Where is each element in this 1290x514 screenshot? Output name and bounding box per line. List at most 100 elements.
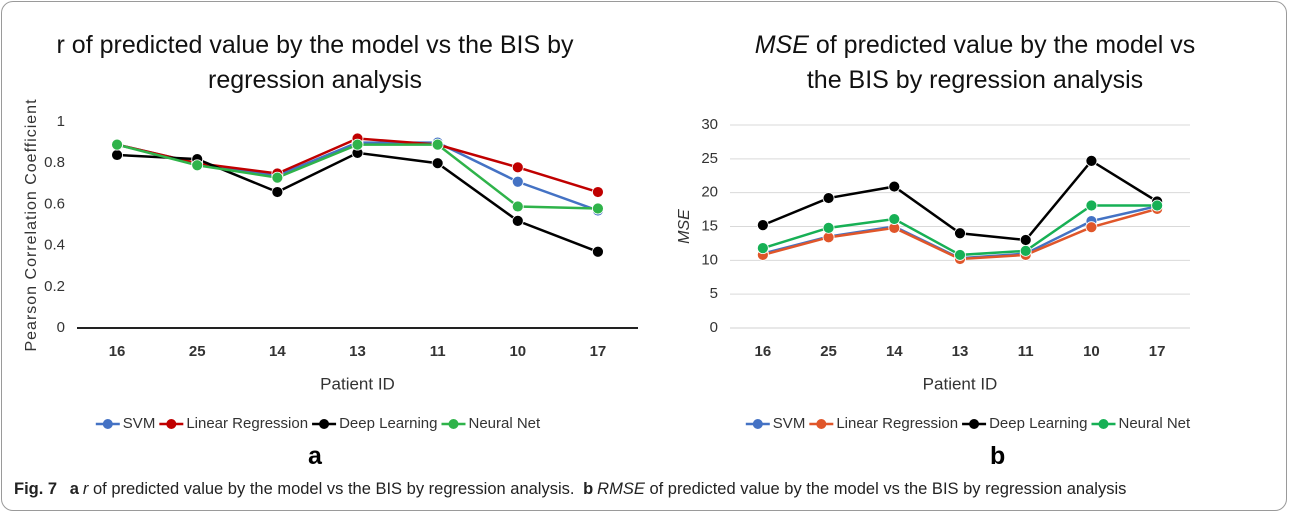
caption-item: b RMSE of predicted value by the model vs… [583,480,1126,498]
data-point [756,219,769,232]
legend-item: Linear Regression [159,415,308,432]
chart: 0 0.2 0.4 0.6 0.8 1 16 25 14 13 11 10 17 Patient ID Pe… [23,98,638,432]
data-point [511,214,524,227]
data-point [888,213,901,225]
data-point [431,157,444,170]
y-tick-label: 0.8 [44,154,65,171]
data-point [1019,234,1032,246]
data-point [511,161,524,174]
legend-marker [1098,419,1109,429]
title-symbol: r [56,31,65,59]
data-point [954,249,966,261]
data-point [1085,221,1098,234]
x-tick-label: 17 [1149,343,1166,360]
y-tick-label: 25 [701,150,718,167]
y-tick-label: 20 [701,184,718,201]
x-tick-label: 25 [820,343,837,360]
legend: SVM Linear Regression Deep Learning Neural … [745,415,1191,432]
data-point [954,227,966,240]
data-point [1019,244,1032,257]
y-tick-label: 30 [701,116,718,133]
x-tick-label: 10 [1083,343,1100,360]
legend-marker [969,419,980,429]
caption-letter: b [583,480,594,498]
legend-marker [102,419,113,429]
x-axis-label: Patient ID [923,374,998,393]
x-axis-label: Patient ID [320,374,395,393]
legend-item: Linear Regression [809,415,958,432]
x-tick-label: 25 [189,343,206,360]
series-line [117,151,599,253]
legend-label: Deep Learning [339,415,437,432]
legend-item: Deep Learning [312,415,437,432]
legend-marker [166,419,177,429]
x-tick-label: 17 [590,343,607,360]
legend-item: Neural Net [1091,415,1191,432]
legend-item: SVM [95,415,155,432]
legend-marker [448,419,459,429]
legend-marker [752,419,763,429]
chart-title: MSE of predicted value by the model vs t… [740,28,1210,98]
data-point [592,186,604,198]
legend-label: Linear Regression [836,415,958,432]
title-symbol: MSE [754,31,809,59]
data-point [1151,199,1164,212]
panel-label: a [308,442,322,470]
data-point [191,159,204,172]
caption-text: of predicted value by the model vs the B… [92,480,575,498]
caption-text: of predicted value by the model vs the B… [649,480,1127,498]
data-point [271,171,284,184]
y-tick-label: 0 [710,319,718,336]
data-point [511,175,524,188]
caption-symbol: r [82,480,89,498]
legend-marker [816,419,827,429]
x-tick-label: 11 [430,343,446,360]
legend-item: Neural Net [441,415,541,432]
data-point [111,138,123,151]
legend-label: Neural Net [1118,415,1191,432]
legend: SVM Linear Regression Deep Learning Neural … [95,415,541,432]
y-tick-label: 5 [710,285,718,302]
data-point [592,245,604,258]
legend-label: Linear Regression [186,415,308,432]
data-point [822,221,835,234]
x-tick-label: 16 [109,343,126,360]
x-tick-label: 13 [349,343,366,360]
x-tick-label: 11 [1018,343,1034,360]
x-tick-label: 14 [886,343,903,360]
x-tick-label: 14 [269,343,286,360]
title-text: of predicted value by the model vs the B… [806,31,1196,94]
y-tick-label: 1 [57,113,65,130]
data-point [271,186,284,198]
y-axis-label: Pearson Correlation Coefficient [23,98,40,351]
y-tick-label: 0 [57,319,65,336]
legend-label: Neural Net [468,415,541,432]
caption-letter: a [69,480,79,498]
chart: 0 5 10 15 20 25 30 16 25 14 13 11 10 17 Patient ID MSE S… [676,116,1191,432]
data-point [111,149,123,161]
data-point [1085,154,1098,167]
data-point [511,200,524,213]
data-point [756,242,769,255]
caption-symbol: RMSE [597,480,645,498]
data-point [431,138,444,151]
data-point [351,138,364,151]
y-tick-label: 0.6 [44,195,65,212]
legend-item: SVM [745,415,806,432]
x-tick-label: 16 [755,343,772,360]
caption-label: Fig. 7 [14,480,58,498]
x-tick-label: 13 [952,343,969,360]
data-point [592,202,604,215]
legend-item: Deep Learning [962,415,1087,432]
panel-label: b [990,442,1006,470]
chart-title: r of predicted value by the model vs the… [55,28,575,98]
y-tick-label: 0.2 [44,278,65,295]
y-tick-label: 10 [701,251,718,268]
legend-label: SVM [773,415,806,432]
y-tick-label: 0.4 [44,237,65,254]
data-point [1085,199,1098,212]
y-axis-label: MSE [676,209,693,244]
